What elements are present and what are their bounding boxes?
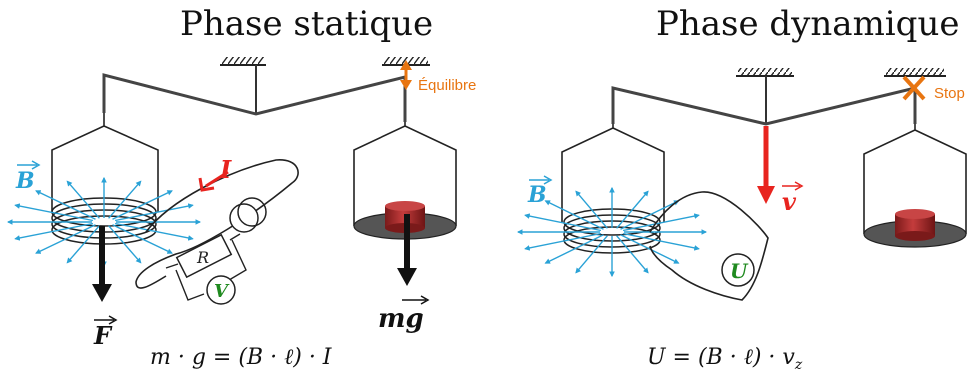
ceiling-support-dyn-left — [736, 68, 794, 77]
equilibrium-label: Équilibre — [418, 77, 476, 94]
field-line-arrow — [524, 213, 602, 232]
calibration-mass-dyn — [895, 209, 935, 241]
current-source — [229, 197, 267, 233]
field-line-arrow — [544, 234, 604, 264]
field-line-arrow — [575, 190, 608, 229]
field-line-arrow — [112, 224, 173, 254]
weight-vector-arrow — [402, 295, 430, 305]
field-line-arrow — [620, 200, 680, 230]
voltage-loop-wire — [649, 191, 769, 301]
field-line-arrow — [108, 180, 142, 219]
dynamic-equation-subscript: z — [794, 357, 803, 373]
weight-label: mg — [378, 304, 424, 334]
field-line-arrow — [622, 232, 700, 251]
field-label-dynamic: B — [527, 182, 547, 208]
static-balance: Équilibre B F I — [6, 57, 476, 350]
field-line-arrow — [66, 180, 100, 219]
current-label: I — [219, 155, 232, 184]
ceiling-support-dyn-right — [884, 68, 946, 77]
left-pan-hanger — [51, 113, 159, 212]
force-arrow — [92, 226, 112, 302]
field-line-arrow — [544, 200, 604, 230]
right-pan-hanger — [353, 122, 457, 226]
measurement-circuit-wire — [165, 233, 247, 301]
force-vector-arrow — [94, 315, 118, 325]
balance-beam-dyn — [611, 86, 917, 126]
field-line-arrow — [66, 225, 100, 264]
dynamic-equation: U = (B · ℓ) · vz — [647, 344, 802, 373]
equilibrium-indicator — [400, 60, 412, 90]
radial-field-dynamic — [516, 186, 708, 278]
field-label-static: B — [15, 168, 35, 194]
stop-label: Stop — [934, 85, 965, 102]
current-direction-arrow — [198, 170, 229, 192]
voltmeter-dynamic — [721, 253, 755, 287]
dynamic-equation-main: U = (B · ℓ) · v — [647, 345, 795, 370]
field-line-arrow — [108, 225, 142, 264]
dynamic-balance: Stop v B U — [516, 68, 967, 301]
velocity-arrow — [757, 126, 775, 204]
voltmeter-label-dynamic: U — [730, 259, 749, 283]
static-phase-title: Phase statique — [180, 4, 434, 44]
velocity-vector-arrow — [782, 181, 804, 191]
resistor — [175, 233, 233, 279]
field-line-arrow — [35, 190, 96, 220]
field-line-arrow — [622, 213, 700, 232]
field-line-arrow — [114, 203, 194, 222]
dynamic-phase-title: Phase dynamique — [656, 4, 960, 44]
field-line-arrow — [620, 234, 680, 264]
stop-marker — [902, 75, 926, 101]
field-line-arrow — [35, 224, 96, 254]
field-line-arrow — [112, 190, 173, 220]
field-line-arrow — [14, 222, 94, 241]
balance-beam — [102, 73, 407, 122]
field-vector-arrow-static — [17, 160, 41, 170]
field-vector-arrow-dynamic — [529, 175, 553, 185]
voltmeter-static — [206, 275, 236, 305]
ceiling-support-left — [220, 57, 266, 66]
right-pan-hanger-dyn — [863, 124, 967, 234]
field-line-arrow — [114, 222, 194, 241]
left-pan-hanger-dyn — [561, 124, 665, 222]
field-line-arrow — [575, 235, 608, 274]
velocity-label: v — [782, 187, 797, 216]
field-line-arrow — [524, 232, 602, 251]
voltmeter-label-static: V — [214, 281, 230, 302]
static-equation: m · g = (B · ℓ) · I — [150, 345, 332, 370]
weight-arrow — [397, 214, 417, 286]
field-line-arrow — [616, 190, 649, 229]
force-label: F — [93, 321, 113, 350]
field-line-arrow — [14, 203, 94, 222]
field-line-arrow — [616, 235, 649, 274]
resistor-label: R — [196, 248, 209, 267]
